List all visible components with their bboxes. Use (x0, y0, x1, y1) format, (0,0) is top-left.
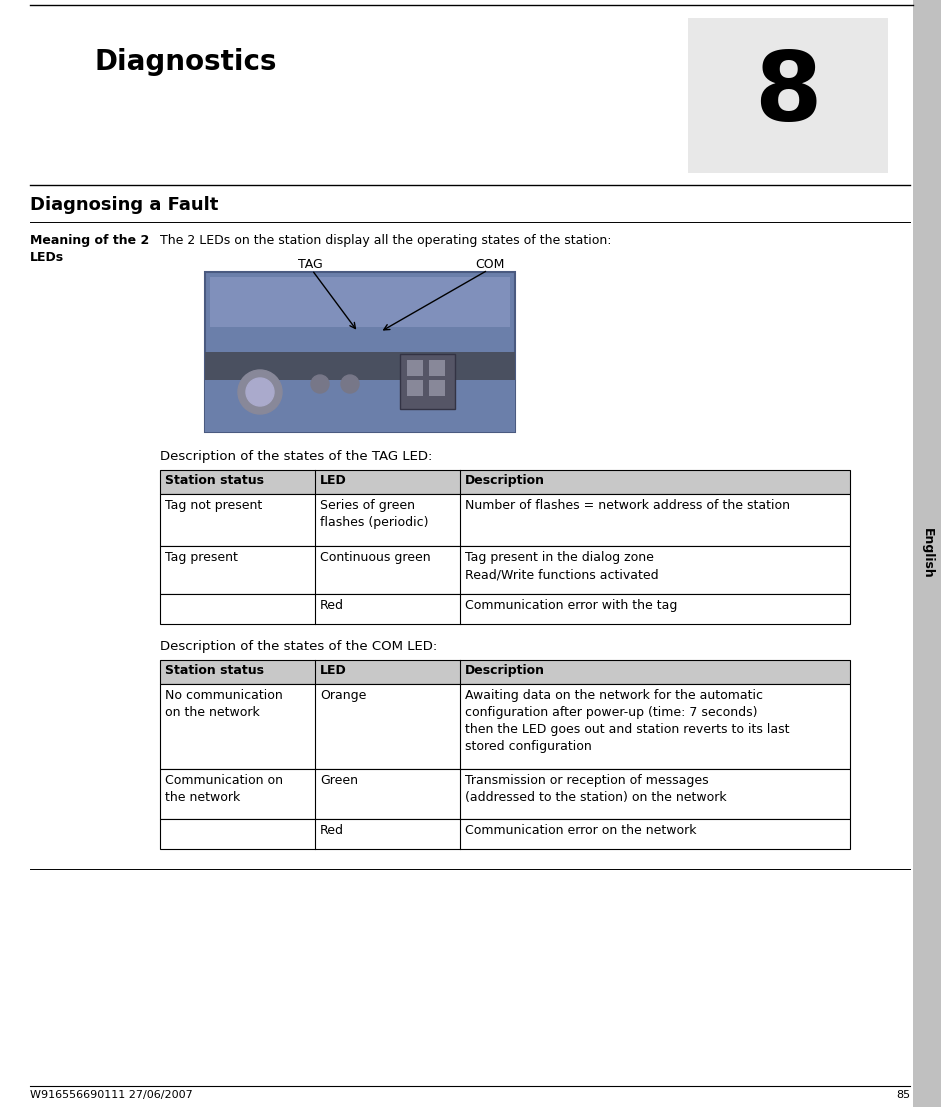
Bar (205, 380, 515, 432)
Bar (160, 494, 850, 546)
Text: Station status: Station status (165, 664, 264, 677)
Text: Meaning of the 2
LEDs: Meaning of the 2 LEDs (30, 234, 150, 263)
Text: Description of the states of the COM LED:: Description of the states of the COM LED… (160, 640, 438, 653)
Bar (160, 470, 850, 494)
Text: Description of the states of the TAG LED:: Description of the states of the TAG LED… (160, 451, 432, 463)
Text: Continuous green: Continuous green (320, 551, 431, 563)
Circle shape (341, 375, 359, 393)
Text: Number of flashes = network address of the station: Number of flashes = network address of t… (465, 499, 790, 513)
Text: 85: 85 (896, 1090, 910, 1100)
Text: English: English (920, 528, 933, 578)
Text: Tag present in the dialog zone
Read/Write functions activated: Tag present in the dialog zone Read/Writ… (465, 551, 659, 581)
Text: Red: Red (320, 599, 344, 612)
Bar (407, 360, 423, 376)
Text: TAG: TAG (297, 258, 323, 271)
Text: Communication error on the network: Communication error on the network (465, 824, 696, 837)
Text: Diagnostics: Diagnostics (95, 48, 278, 76)
Circle shape (246, 377, 274, 406)
Bar (400, 354, 455, 408)
Bar (688, 18, 888, 173)
Bar (210, 277, 510, 327)
Text: No communication
on the network: No communication on the network (165, 689, 282, 720)
Bar (205, 352, 515, 380)
Text: Series of green
flashes (periodic): Series of green flashes (periodic) (320, 499, 428, 529)
Bar (429, 380, 445, 396)
Text: Red: Red (320, 824, 344, 837)
Text: Diagnosing a Fault: Diagnosing a Fault (30, 196, 218, 214)
Text: Awaiting data on the network for the automatic
configuration after power-up (tim: Awaiting data on the network for the aut… (465, 689, 789, 753)
Bar (205, 272, 515, 432)
Text: Transmission or reception of messages
(addressed to the station) on the network: Transmission or reception of messages (a… (465, 774, 726, 804)
Bar (160, 819, 850, 849)
Text: LED: LED (320, 664, 346, 677)
Bar (407, 380, 423, 396)
Bar (160, 546, 850, 594)
Text: Station status: Station status (165, 474, 264, 487)
Text: Tag present: Tag present (165, 551, 238, 563)
Text: Description: Description (465, 664, 545, 677)
Bar (160, 684, 850, 769)
Text: Communication on
the network: Communication on the network (165, 774, 283, 804)
Text: 8: 8 (755, 49, 821, 142)
Bar (160, 660, 850, 684)
Bar (429, 360, 445, 376)
Text: LED: LED (320, 474, 346, 487)
Text: W916556690111 27/06/2007: W916556690111 27/06/2007 (30, 1090, 193, 1100)
Bar (160, 769, 850, 819)
Bar (160, 594, 850, 624)
Text: Green: Green (320, 774, 358, 787)
Text: Communication error with the tag: Communication error with the tag (465, 599, 678, 612)
Text: COM: COM (475, 258, 504, 271)
Text: Description: Description (465, 474, 545, 487)
Text: Tag not present: Tag not present (165, 499, 263, 513)
Circle shape (311, 375, 329, 393)
Circle shape (238, 370, 282, 414)
Text: The 2 LEDs on the station display all the operating states of the station:: The 2 LEDs on the station display all th… (160, 234, 612, 247)
Bar (913, 0, 941, 1107)
Text: Orange: Orange (320, 689, 366, 702)
